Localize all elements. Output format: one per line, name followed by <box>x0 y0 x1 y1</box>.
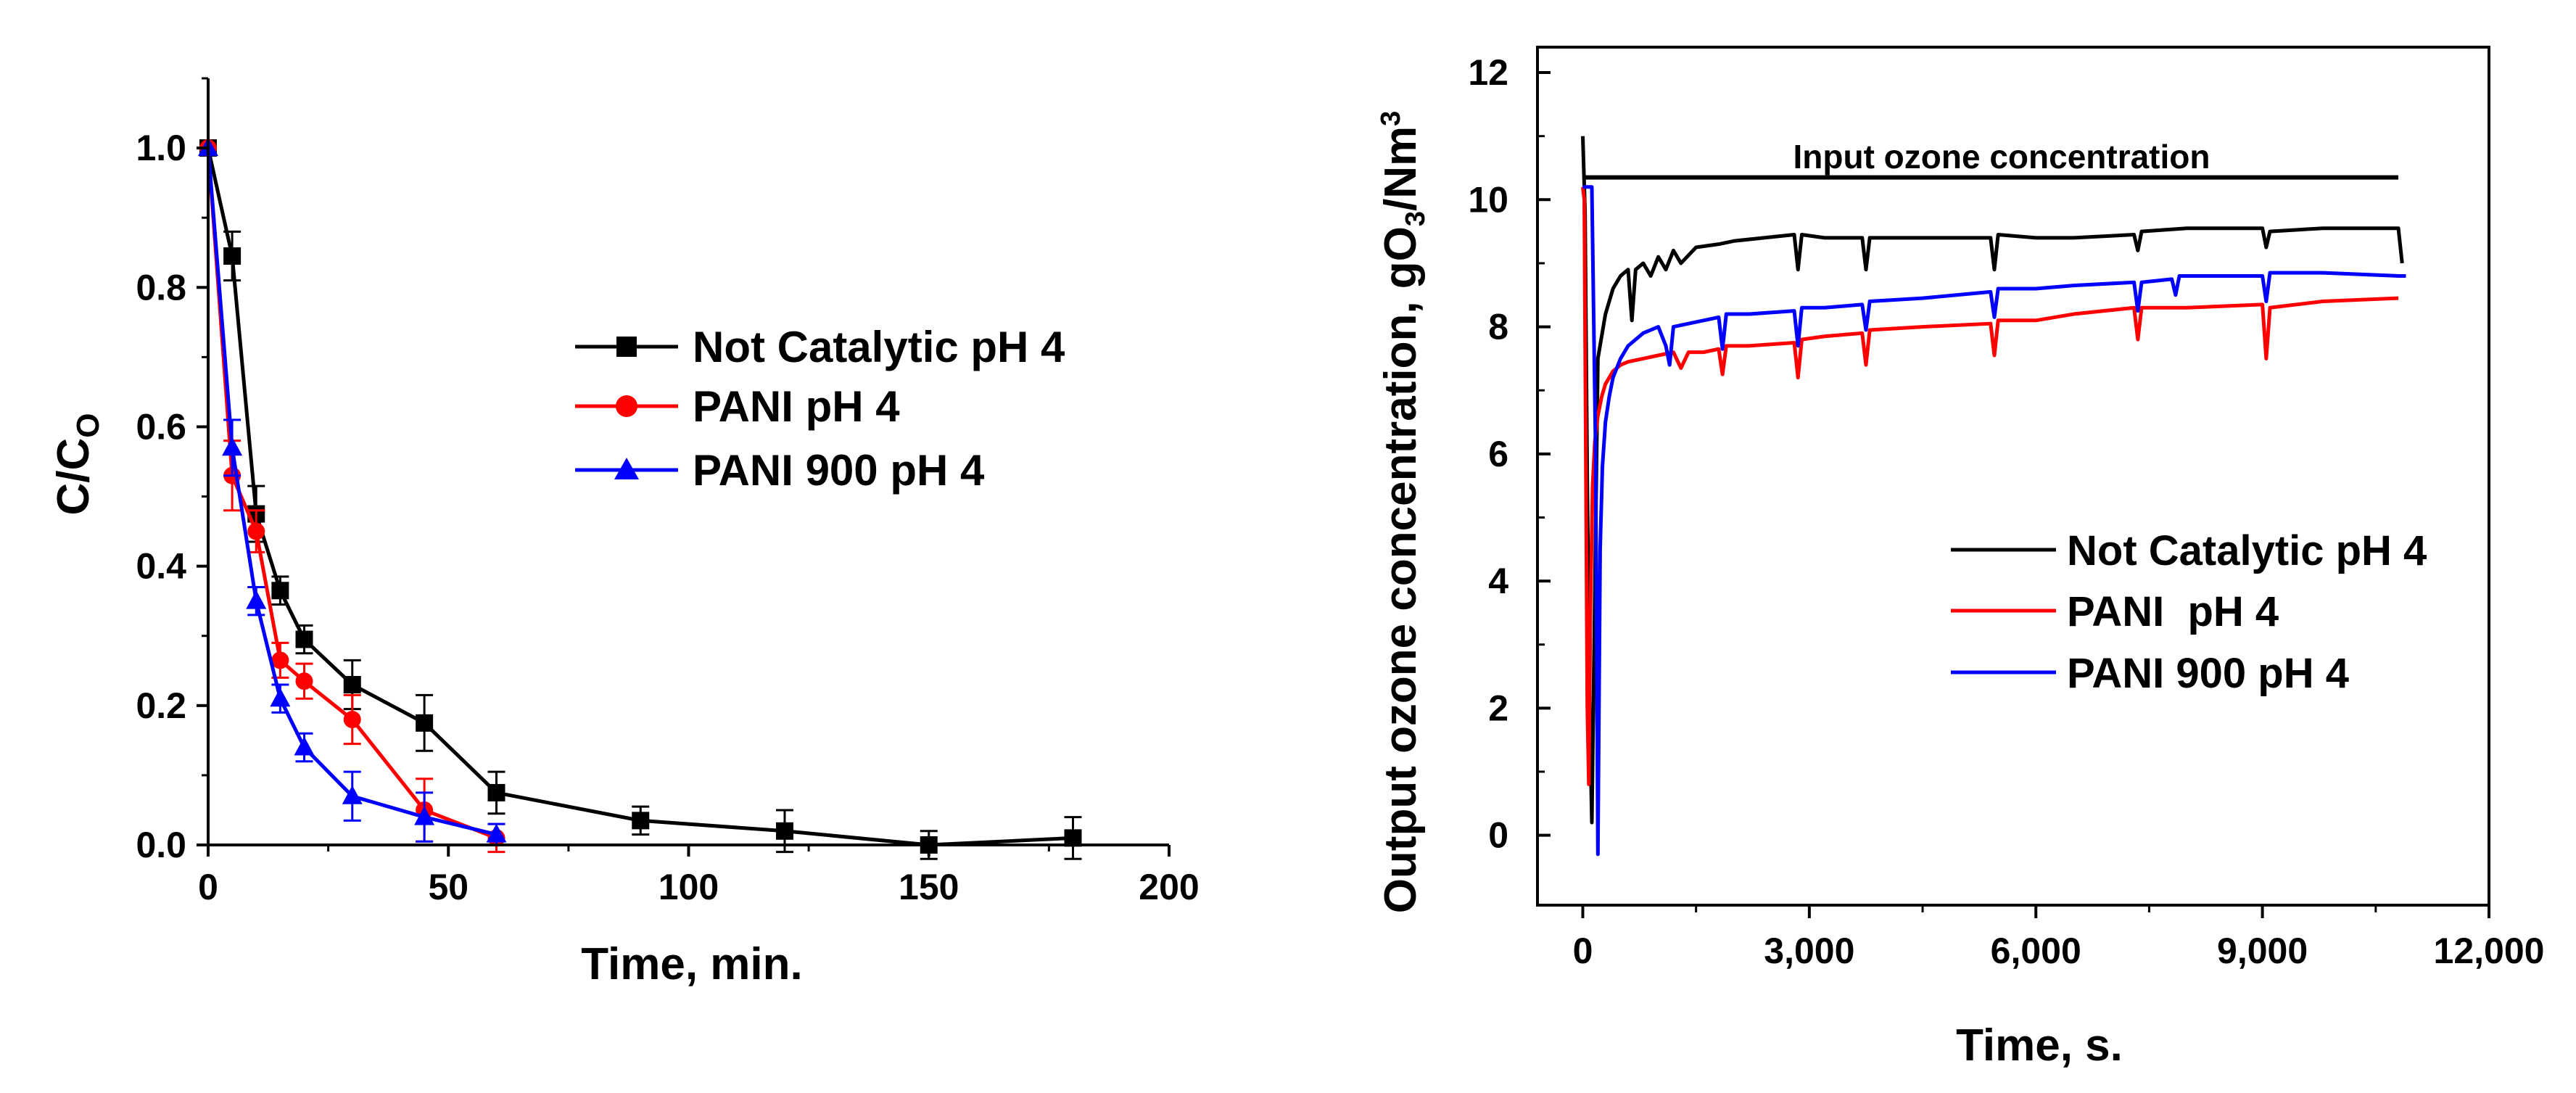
left-legend-entry-0: Not Catalytic pH 4 <box>575 323 1065 371</box>
left-x-tick-label: 150 <box>899 867 959 907</box>
right-legend-label-2: PANI 900 pH 4 <box>2067 650 2349 697</box>
left-data-point <box>343 675 361 693</box>
left-y-axis-label: C/CO <box>49 413 106 515</box>
right-x-tick-label: 3,000 <box>1764 931 1854 971</box>
left-data-point <box>776 822 793 840</box>
left-series-1 <box>199 139 505 854</box>
right-y-tick-label: 0 <box>1488 815 1508 856</box>
left-data-point <box>271 582 289 600</box>
left-x-axis: 0 50 100 150 200 <box>198 844 1200 907</box>
right-y-axis-label-mid: /Nm <box>1376 126 1426 211</box>
left-data-point <box>223 247 242 265</box>
left-data-point <box>343 711 361 729</box>
left-y-tick-label: 1.0 <box>136 128 186 168</box>
right-legend-label-0: Not Catalytic pH 4 <box>2067 527 2427 574</box>
left-legend-label-2: PANI 900 pH 4 <box>693 446 985 495</box>
left-data-point <box>270 688 291 707</box>
left-data-point <box>632 812 650 830</box>
left-data-point <box>294 736 315 756</box>
right-x-axis: 0 3,000 6,000 9,000 12,000 <box>1573 905 2545 971</box>
right-legend-entry-1: PANI pH 4 <box>1951 588 2279 635</box>
left-data-point <box>295 630 313 648</box>
right-y-axis: 0 2 4 6 8 10 12 <box>1468 52 1551 856</box>
right-series-layer <box>1580 136 2406 857</box>
right-x-tick-label: 12,000 <box>2434 931 2545 971</box>
right-y-tick-label: 2 <box>1488 688 1508 728</box>
right-series-line-2 <box>1582 185 2406 857</box>
right-y-axis-label-sub: 3 <box>1400 211 1431 226</box>
left-x-tick-label: 0 <box>198 867 218 907</box>
left-series-0 <box>199 139 1082 860</box>
right-chart: 0 3,000 6,000 9,000 12,000 0 2 4 6 8 10 12 Input o… <box>1376 46 2545 1071</box>
left-x-tick-label: 200 <box>1139 867 1199 907</box>
left-legend: Not Catalytic pH 4 PANI pH 4 PANI 900 pH… <box>575 323 1065 495</box>
left-data-point <box>271 651 289 669</box>
left-legend-label-0: Not Catalytic pH 4 <box>693 323 1065 371</box>
right-series-line-0 <box>1580 136 2404 825</box>
left-grid-layer <box>198 137 1082 860</box>
left-x-axis-label: Time, min. <box>581 939 803 989</box>
left-data-point <box>222 437 243 456</box>
right-legend: Not Catalytic pH 4 PANI pH 4 PANI 900 pH… <box>1951 527 2427 697</box>
left-y-tick-label: 0.8 <box>136 267 186 308</box>
left-y-axis-label-sub: O <box>70 413 106 437</box>
right-y-tick-label: 8 <box>1488 307 1508 347</box>
left-data-point <box>295 672 313 690</box>
right-x-tick-label: 0 <box>1573 931 1593 971</box>
right-y-tick-label: 4 <box>1488 561 1508 601</box>
left-y-tick-label: 0.2 <box>136 685 186 726</box>
right-x-axis-label: Time, s. <box>1956 1020 2123 1071</box>
left-legend-entry-1: PANI pH 4 <box>575 382 900 431</box>
right-y-axis-label-main: Output ozone concentration, gO <box>1376 226 1426 913</box>
right-legend-entry-2: PANI 900 pH 4 <box>1951 650 2349 697</box>
right-annotation-input-ozone: Input ozone concentration <box>1793 138 2210 176</box>
left-y-tick-label: 0.4 <box>136 546 186 587</box>
left-y-axis-label-main: C/C <box>49 438 99 516</box>
left-series-2 <box>198 137 507 846</box>
right-y-axis-label: Output ozone concentration, gO3/Nm3 <box>1376 111 1431 914</box>
left-legend-marker-2 <box>614 458 639 479</box>
right-x-tick-label: 9,000 <box>2217 931 2308 971</box>
left-data-point <box>487 783 505 801</box>
left-y-tick-label: 0.0 <box>136 825 186 865</box>
left-data-point <box>246 590 267 609</box>
right-legend-label-1: PANI pH 4 <box>2067 588 2279 635</box>
right-y-axis-label-sup: 3 <box>1376 111 1406 126</box>
left-chart: 0 50 100 150 200 0.0 0.2 0.4 0.6 0.8 1.0 Time, mi… <box>49 77 1200 989</box>
left-series-line <box>206 147 498 837</box>
left-data-point <box>247 522 265 540</box>
left-legend-entry-2: PANI 900 pH 4 <box>575 446 985 495</box>
right-y-tick-label: 6 <box>1488 434 1508 474</box>
left-data-point <box>342 785 363 804</box>
left-data-point <box>486 823 507 843</box>
left-y-tick-label: 0.6 <box>136 406 186 447</box>
left-legend-marker-0 <box>616 337 637 357</box>
right-x-tick-label: 6,000 <box>1991 931 2081 971</box>
left-legend-marker-1 <box>616 395 637 417</box>
right-y-tick-label: 12 <box>1468 52 1508 93</box>
left-x-tick-label: 50 <box>428 867 468 907</box>
left-data-point <box>416 714 434 732</box>
right-plot-frame <box>1536 46 2490 907</box>
left-series-line <box>206 147 1073 847</box>
left-legend-label-1: PANI pH 4 <box>693 382 900 431</box>
left-x-tick-label: 100 <box>659 867 719 907</box>
right-y-tick-label: 10 <box>1468 179 1508 220</box>
left-y-axis: 0.0 0.2 0.4 0.6 0.8 1.0 <box>136 77 210 865</box>
left-data-point <box>414 806 435 825</box>
right-legend-entry-0: Not Catalytic pH 4 <box>1951 527 2427 574</box>
